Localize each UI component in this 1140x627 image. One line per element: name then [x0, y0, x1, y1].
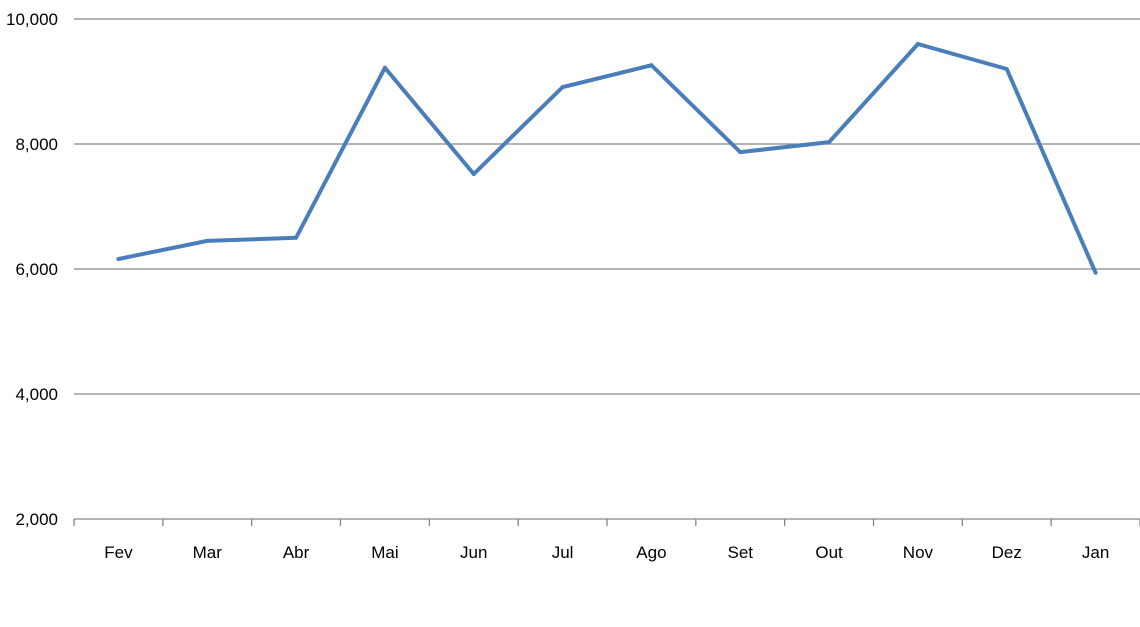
data-point [294, 235, 299, 240]
data-point [1004, 67, 1009, 71]
data-point [649, 63, 654, 68]
y-tick-label: 2,000 [15, 510, 58, 529]
x-tick-label: Mar [193, 543, 223, 562]
data-point [116, 257, 121, 261]
data-point [471, 172, 476, 176]
data-point [1093, 270, 1098, 275]
y-tick-label: 6,000 [15, 260, 58, 279]
data-point [560, 85, 565, 90]
y-tick-label: 8,000 [15, 135, 58, 154]
data-point [738, 150, 743, 155]
x-tick-label: Set [727, 543, 753, 562]
x-tick-label: Jan [1082, 543, 1109, 562]
x-tick-label: Jun [460, 543, 487, 562]
data-point [205, 238, 210, 243]
x-tick-label: Jul [552, 543, 574, 562]
y-tick-label: 4,000 [15, 385, 58, 404]
x-tick-label: Mai [371, 543, 398, 562]
x-tick-label: Ago [636, 543, 666, 562]
x-tick-label: Nov [903, 543, 934, 562]
data-point [827, 140, 832, 145]
x-tick-label: Dez [992, 543, 1022, 562]
data-point [382, 65, 387, 70]
data-point [915, 42, 920, 46]
x-tick-label: Fev [104, 543, 133, 562]
series-line [118, 42, 1098, 274]
x-tick-label: Abr [283, 543, 310, 562]
y-tick-label: 10,000 [6, 10, 58, 29]
x-tick-label: Out [815, 543, 843, 562]
